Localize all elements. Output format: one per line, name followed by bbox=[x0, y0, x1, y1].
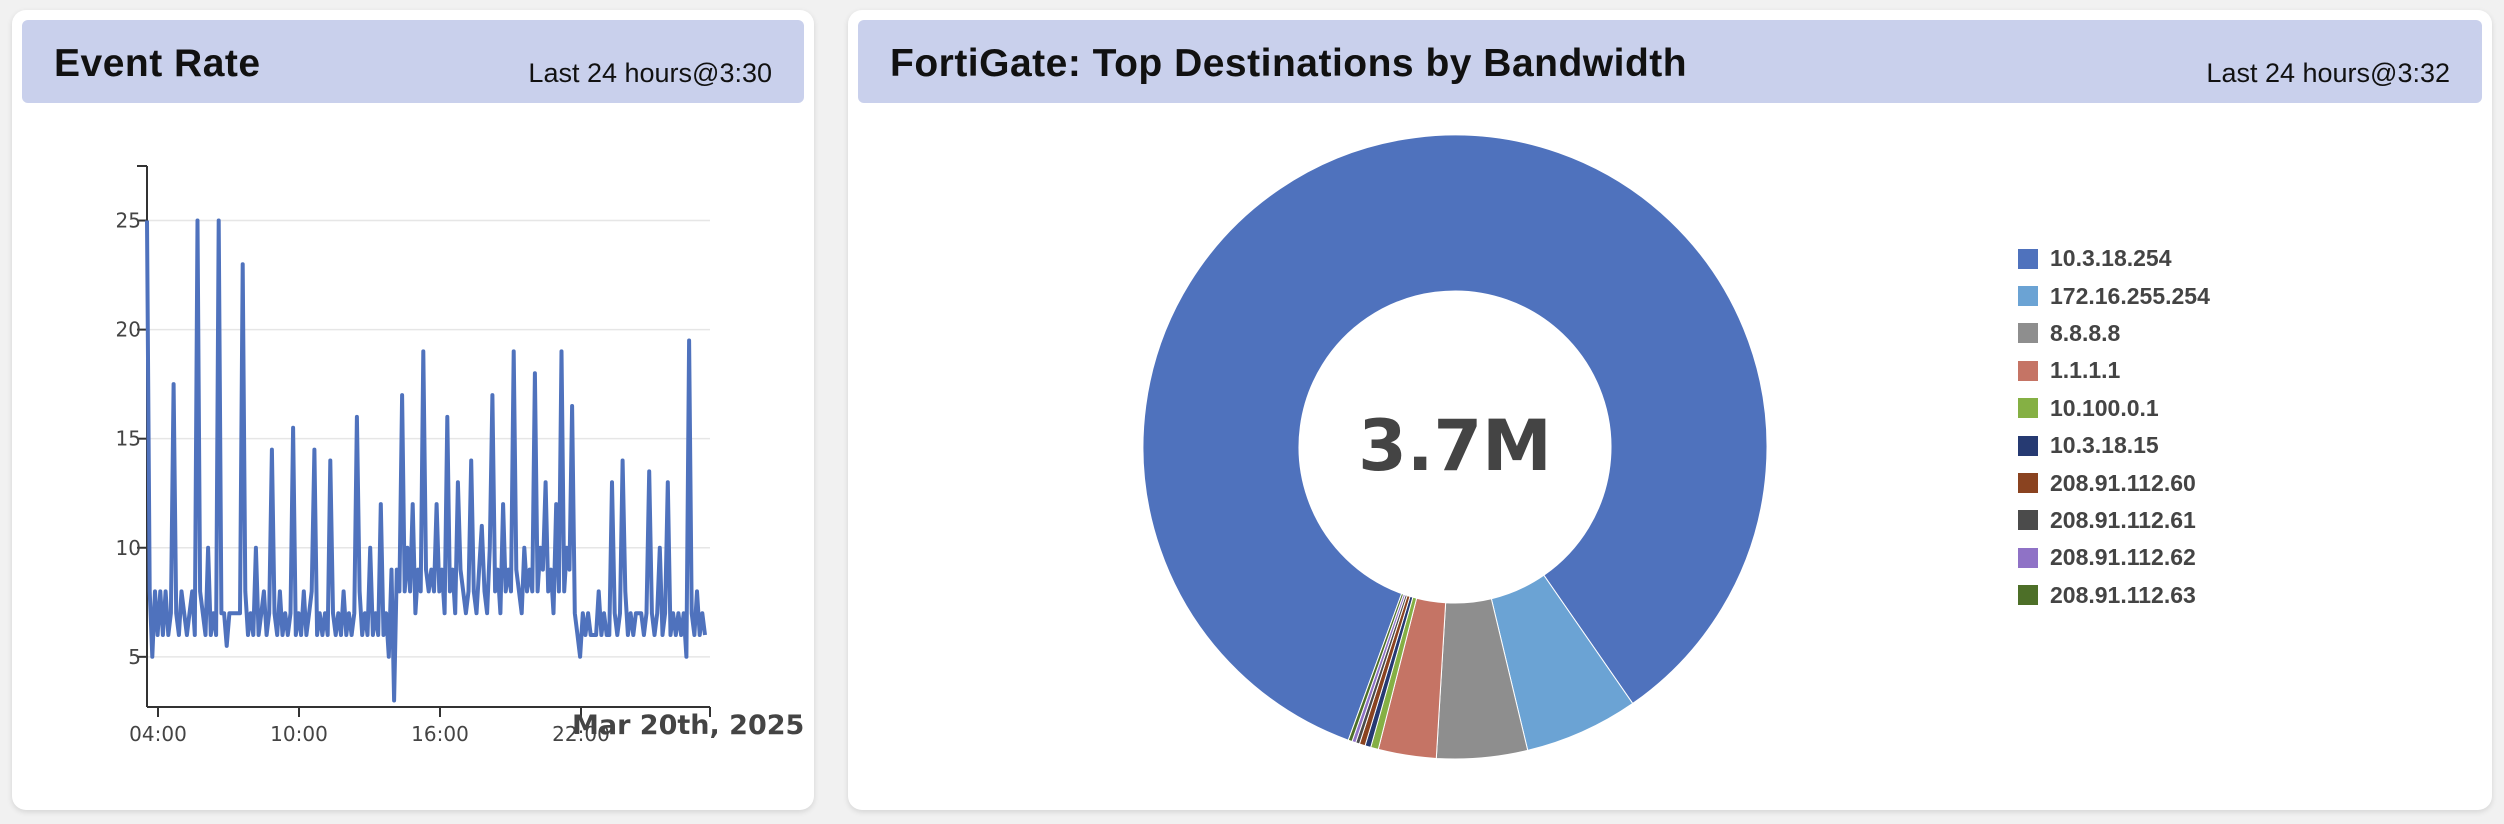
legend-label: 10.3.18.254 bbox=[2050, 245, 2172, 272]
legend-label: 10.100.0.1 bbox=[2050, 394, 2159, 421]
event-rate-header: Event Rate Last 24 hours@3:30 bbox=[22, 20, 804, 103]
legend-item[interactable]: 208.91.112.61 bbox=[2018, 502, 2210, 539]
legend-item[interactable]: 172.16.255.254 bbox=[2018, 277, 2210, 314]
top-destinations-title: FortiGate: Top Destinations by Bandwidth bbox=[890, 42, 1688, 85]
legend-item[interactable]: 208.91.112.63 bbox=[2018, 577, 2210, 614]
legend-item[interactable]: 10.3.18.15 bbox=[2018, 427, 2210, 464]
event-rate-date-label: Mar 20th, 2025 bbox=[572, 710, 805, 741]
legend-swatch bbox=[2018, 360, 2038, 381]
legend-item[interactable]: 10.100.0.1 bbox=[2018, 390, 2210, 427]
legend-item[interactable]: 10.3.18.254 bbox=[2018, 240, 2210, 277]
legend-label: 208.91.112.63 bbox=[2050, 581, 2196, 608]
top-destinations-header: FortiGate: Top Destinations by Bandwidth… bbox=[858, 20, 2482, 103]
legend-item[interactable]: 208.91.112.62 bbox=[2018, 539, 2210, 576]
legend-item[interactable]: 1.1.1.1 bbox=[2018, 352, 2210, 389]
donut-slice-208-91-112-63[interactable] bbox=[1347, 592, 1405, 743]
legend-item[interactable]: 208.91.112.60 bbox=[2018, 464, 2210, 501]
legend-swatch bbox=[2018, 585, 2038, 606]
legend-swatch bbox=[2018, 248, 2038, 269]
legend-swatch bbox=[2018, 473, 2038, 494]
legend-swatch bbox=[2018, 435, 2038, 456]
donut-center-value: 3.7M bbox=[1358, 405, 1552, 487]
legend-label: 8.8.8.8 bbox=[2050, 319, 2121, 346]
legend-swatch bbox=[2018, 510, 2038, 531]
legend-label: 208.91.112.62 bbox=[2050, 544, 2196, 571]
legend-label: 1.1.1.1 bbox=[2050, 357, 2121, 384]
legend-label: 208.91.112.60 bbox=[2050, 469, 2196, 496]
top-destinations-time-range: Last 24 hours@3:32 bbox=[2206, 58, 2450, 88]
event-rate-time-range: Last 24 hours@3:30 bbox=[528, 58, 772, 88]
legend-label: 208.91.112.61 bbox=[2050, 506, 2196, 533]
legend-swatch bbox=[2018, 323, 2038, 344]
donut-slices bbox=[1142, 134, 1768, 760]
legend-swatch bbox=[2018, 286, 2038, 307]
event-rate-title: Event Rate bbox=[54, 42, 261, 85]
legend-label: 172.16.255.254 bbox=[2050, 282, 2210, 309]
legend-swatch bbox=[2018, 398, 2038, 419]
legend-item[interactable]: 8.8.8.8 bbox=[2018, 315, 2210, 352]
legend-label: 10.3.18.15 bbox=[2050, 432, 2159, 459]
donut-legend: 10.3.18.254 172.16.255.254 8.8.8.8 1.1.1.1 1… bbox=[2018, 240, 2210, 614]
legend-swatch bbox=[2018, 547, 2038, 568]
donut-slice-10-3-18-254[interactable] bbox=[1142, 134, 1768, 741]
